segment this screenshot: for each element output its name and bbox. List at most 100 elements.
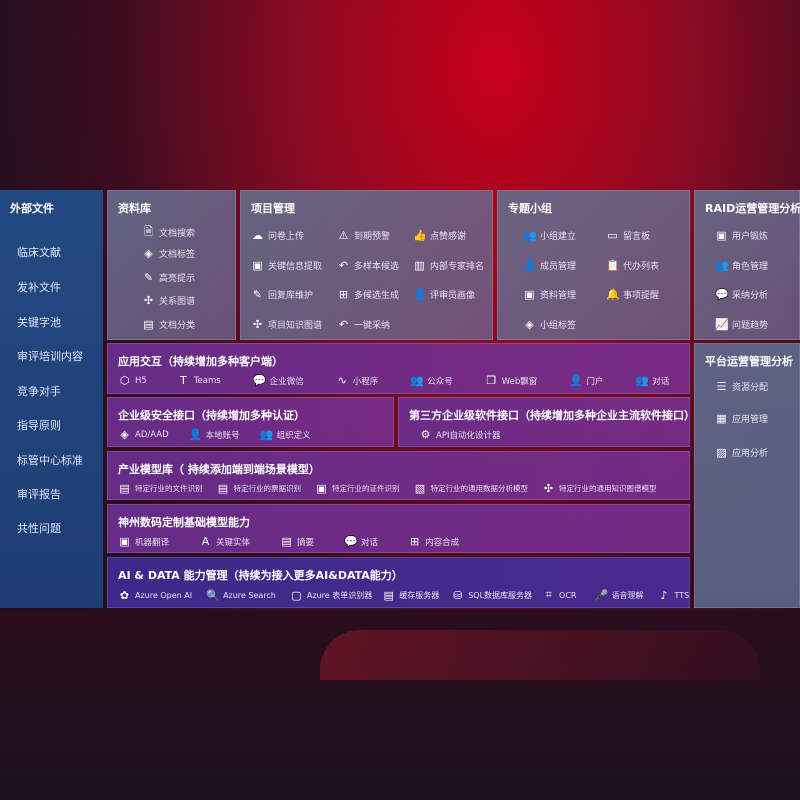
interaction-item[interactable]: 👥 对话 — [635, 374, 669, 387]
interaction-item[interactable]: ∿ 小程序 — [336, 374, 379, 387]
aidata-item[interactable]: 🔍 Azure Search — [206, 588, 276, 602]
interaction-item[interactable]: ❐ Web飘窗 — [485, 374, 537, 387]
aidata-item[interactable]: ⌗ OCR — [542, 588, 576, 602]
project-item[interactable]: ✣ 项目知识图谱 — [251, 318, 322, 331]
library-item[interactable]: ▤ 文档分类 — [142, 318, 195, 331]
group-item[interactable]: ▣ 资料管理 — [523, 288, 576, 301]
project-item[interactable]: ▥ 内部专家排名 — [413, 259, 484, 272]
ad-icon: ◈ — [120, 428, 129, 441]
base-item[interactable]: ▤ 摘要 — [280, 535, 314, 548]
project-item[interactable]: ⊞ 多候选生成 — [337, 288, 399, 301]
sidebar-external-files: 外部文件 临床文献 发补文件 关键字池 审评培训内容 竞争对手 指导原则 标管中… — [0, 190, 103, 608]
tag-icon: ◈ — [525, 318, 534, 331]
security-item[interactable]: 👥 组织定义 — [260, 428, 311, 441]
base-item[interactable]: A 关键实体 — [199, 535, 250, 548]
item-label: 用户锻炼 — [732, 232, 769, 242]
project-item[interactable]: ⚠ 到期预警 — [337, 229, 390, 242]
item-label: 关键实体 — [216, 537, 251, 548]
aidata-item[interactable]: 🎤 语音理解 — [595, 588, 644, 602]
interaction-items: ⬡ H5 T Teams 💬 企业微信 ∿ 小程序 👥 公众号 ❐ Web飘窗 👤 门户 👥 对… — [118, 374, 691, 387]
item-label: 内部专家排名 — [430, 262, 485, 272]
panel-industry-models: 产业模型库（ 持续添加端到端场景模型） ▤ 特定行业的文件识别 ▤ 特定行业的票据识… — [107, 451, 690, 500]
security-item[interactable]: ◈ AD/AAD — [118, 428, 168, 441]
library-item[interactable]: ✣ 关系图谱 — [142, 294, 195, 307]
puzzle-icon: ⊞ — [338, 288, 349, 301]
group-item[interactable]: 👥 小组建立 — [523, 229, 576, 242]
project-item[interactable]: ✎ 回复库维护 — [251, 288, 313, 301]
model-item[interactable]: ✣ 特定行业的通用知识图谱模型 — [542, 482, 657, 495]
project-item[interactable]: 👤 评审员画像 — [413, 288, 475, 301]
sidebar-item[interactable]: 标管中心标准 — [17, 454, 83, 467]
reply-icon: ↶ — [338, 318, 349, 331]
platform-item[interactable]: ☰ 资源分配 — [715, 380, 768, 393]
interaction-item[interactable]: 👤 门户 — [569, 374, 603, 387]
aidata-item[interactable]: ▢ Azure 表单识别器 — [290, 588, 372, 602]
library-item[interactable]: ✎ 高亮提示 — [142, 271, 195, 284]
folder-icon: ▣ — [524, 288, 535, 301]
sidebar-item[interactable]: 发补文件 — [17, 281, 61, 294]
project-item[interactable]: ↶ 一键采纳 — [337, 318, 390, 331]
sidebar-item[interactable]: 竞争对手 — [17, 385, 61, 398]
project-item[interactable]: ↶ 多样本候选 — [337, 259, 399, 272]
cache-icon: ▤ — [383, 588, 394, 602]
platform-item[interactable]: ▦ 应用管理 — [715, 412, 768, 425]
panel-title: 应用交互（持续增加多种客户端） — [118, 355, 283, 368]
thirdparty-item[interactable]: ⚙ API自动化设计器 — [419, 428, 501, 441]
base-item[interactable]: ⊞ 内容合成 — [408, 535, 459, 548]
aidata-item[interactable]: ✿ Azure Open AI — [118, 588, 192, 602]
user-icon: 👤 — [413, 288, 427, 301]
item-label: 应用分析 — [732, 449, 769, 459]
sidebar-item[interactable]: 共性问题 — [17, 522, 61, 535]
panel-title: AI & DATA 能力管理（持续为接入更多AI&DATA能力） — [118, 569, 403, 582]
panel-project-management: 项目管理 ☁ 问卷上传 ⚠ 到期预警 👍 点赞感谢 ▣ 关键信息提取 ↶ 多样本候选 ▥ 内… — [240, 190, 493, 340]
project-item[interactable]: 👍 点赞感谢 — [413, 229, 466, 242]
sidebar-item[interactable]: 关键字池 — [17, 316, 61, 329]
sidebar-item[interactable]: 审评培训内容 — [17, 350, 83, 363]
base-item[interactable]: ▣ 机器翻译 — [118, 535, 169, 548]
panel-title: 产业模型库（ 持续添加端到端场景模型） — [118, 463, 320, 476]
base-item[interactable]: 💬 对话 — [344, 535, 378, 548]
library-item[interactable]: 🗎 文档搜索 — [142, 223, 195, 242]
group-item[interactable]: 👤 成员管理 — [523, 259, 576, 272]
model-item[interactable]: ▤ 特定行业的票据识别 — [217, 482, 301, 495]
item-label: Teams — [193, 375, 221, 386]
item-label: 对话 — [361, 537, 379, 548]
item-label: 事项提醒 — [623, 291, 660, 301]
interaction-item[interactable]: ⬡ H5 — [118, 374, 147, 387]
panel-thirdparty-interface: 第三方企业级软件接口（持续增加多种企业主流软件接口） ⚙ API自动化设计器 — [398, 397, 695, 447]
sidebar-item[interactable]: 指导原则 — [17, 419, 61, 432]
group-item[interactable]: ▭ 留言板 — [606, 229, 650, 242]
raid-item[interactable]: ▣ 用户锻炼 — [715, 229, 768, 242]
library-item[interactable]: ◈ 文档标签 — [142, 247, 195, 260]
form-icon: ▢ — [291, 588, 302, 602]
security-item[interactable]: 👤 本地账号 — [189, 428, 240, 441]
html5-icon: ⬡ — [119, 374, 130, 387]
aidata-item[interactable]: ♪ TTS — [658, 588, 689, 602]
raid-item[interactable]: 👥 角色管理 — [715, 259, 768, 272]
sidebar-item[interactable]: 审评报告 — [17, 488, 61, 501]
file-icon: ▤ — [119, 482, 130, 495]
project-item[interactable]: ▣ 关键信息提取 — [251, 259, 322, 272]
edit-icon: ✎ — [252, 288, 263, 301]
panel-title: 神州数码定制基础模型能力 — [118, 516, 250, 529]
platform-item[interactable]: ▨ 应用分析 — [715, 446, 768, 459]
raid-item[interactable]: 📈 问题趋势 — [715, 318, 768, 331]
project-item[interactable]: ☁ 问卷上传 — [251, 229, 304, 242]
interaction-item[interactable]: 👥 公众号 — [410, 374, 453, 387]
entity-icon: A — [201, 535, 210, 548]
model-item[interactable]: ▧ 特定行业的通用数据分析模型 — [414, 482, 528, 495]
model-item[interactable]: ▤ 特定行业的文件识别 — [118, 482, 202, 495]
tag-icon: ◈ — [144, 247, 153, 260]
analysis-icon: ▨ — [716, 446, 727, 459]
aidata-item[interactable]: ▤ 缓存服务器 — [382, 588, 440, 602]
interaction-item[interactable]: T Teams — [177, 374, 221, 387]
group-item[interactable]: ◈ 小组标签 — [523, 318, 576, 331]
raid-item[interactable]: 💬 采纳分析 — [715, 288, 768, 301]
alarm-icon: ⚠ — [338, 229, 349, 242]
aidata-item[interactable]: ⛁ SQL数据库服务器 — [451, 588, 532, 602]
sidebar-item[interactable]: 临床文献 — [17, 246, 61, 259]
group-item[interactable]: 📋 代办列表 — [606, 259, 659, 272]
interaction-item[interactable]: 💬 企业微信 — [253, 374, 304, 387]
model-item[interactable]: ▣ 特定行业的证件识别 — [315, 482, 399, 495]
group-item[interactable]: 🔔 事项提醒 — [606, 288, 659, 301]
